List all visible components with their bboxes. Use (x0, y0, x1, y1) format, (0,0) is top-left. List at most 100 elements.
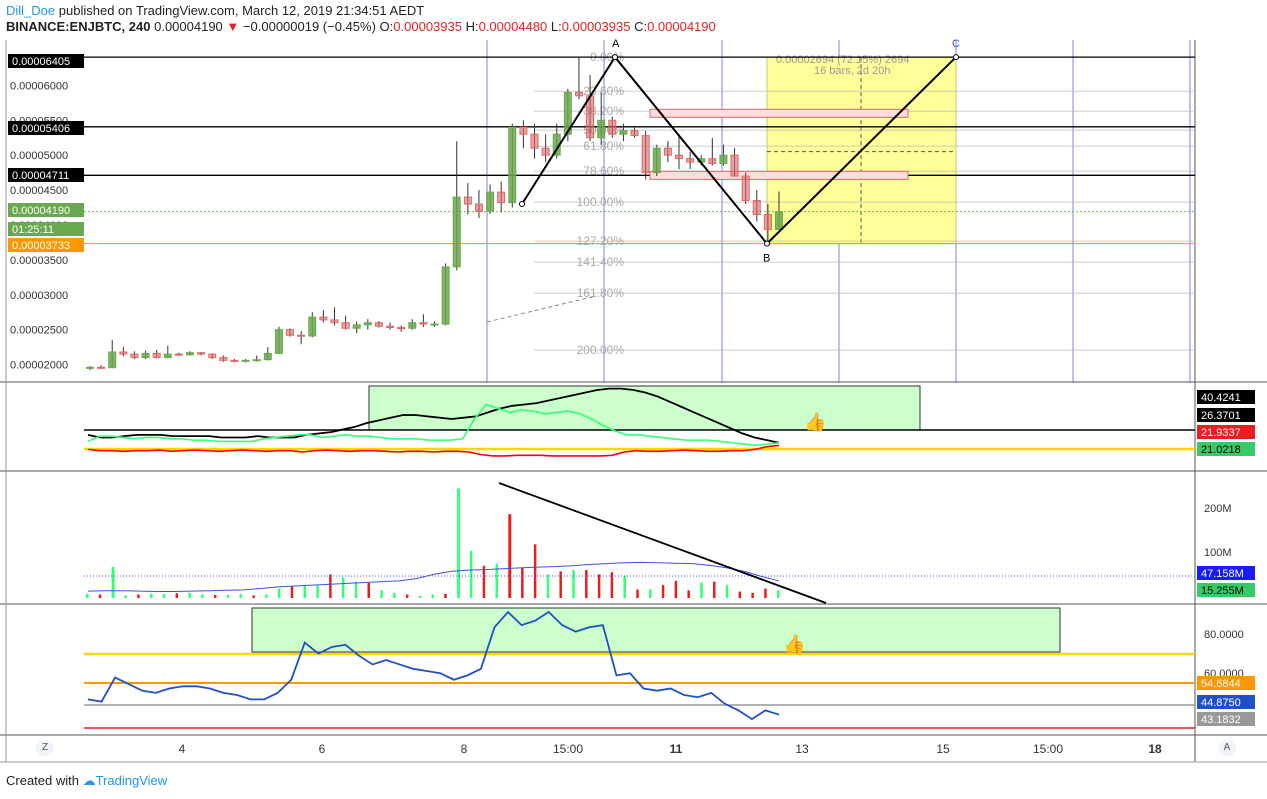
candle-body (97, 366, 106, 369)
candle-body (152, 352, 161, 359)
pattern-label-c: C (952, 38, 960, 50)
candle-body (708, 158, 717, 165)
auto-scale-button[interactable]: A (1218, 740, 1236, 756)
support-zone (649, 170, 909, 180)
price-label: 0.00003733 (12, 240, 70, 252)
time-tick-label: 15:00 (1033, 742, 1063, 756)
volume-bar (393, 592, 396, 598)
price-label-bg (8, 121, 84, 135)
candle-body (597, 119, 606, 139)
candle-body (219, 357, 228, 361)
volume-bar (585, 570, 588, 598)
volume-ma-line (87, 561, 780, 593)
volume-bar (764, 588, 767, 598)
volume-bar (124, 595, 127, 598)
price-label: 0.00004190 (12, 205, 70, 217)
volume-bar (239, 594, 243, 598)
candle-body (641, 135, 650, 174)
volume-bar (597, 574, 601, 598)
candle-body (474, 203, 483, 212)
candle-body (230, 359, 239, 362)
candle-body (674, 154, 683, 160)
volume-bar (111, 567, 115, 598)
resistance-zone (649, 108, 909, 118)
volume-bar (418, 595, 422, 598)
volume-bar (329, 574, 332, 598)
volume-bar (265, 594, 268, 598)
price-tick-label: 0.00004500 (10, 185, 68, 197)
candle-body (430, 323, 439, 326)
high-label: H: (465, 19, 479, 34)
volume-bar (405, 594, 409, 598)
fib-level-label: 61.80% (583, 139, 624, 153)
candle-body (719, 154, 728, 165)
candle-body (163, 353, 172, 359)
volume-bar (687, 590, 690, 598)
candle-body (174, 353, 183, 356)
candle-body (386, 325, 395, 329)
fib-level-label: 100.00% (577, 195, 625, 209)
tradingview-logo-icon: ☁ (82, 773, 96, 788)
volume-bar (546, 574, 550, 598)
candle-body (663, 147, 672, 156)
candle-body (352, 324, 361, 329)
candle-body (752, 200, 761, 215)
volume-bar (649, 589, 652, 598)
price-label: 0.00006405 (12, 56, 70, 68)
time-tick-label: 4 (179, 742, 186, 756)
rsi-value-bg (1197, 695, 1255, 709)
volume-bar (572, 570, 575, 598)
candle-body (397, 327, 406, 330)
chart-canvas[interactable]: 0.00002000 0.00002500 0.00003000 0.00003500… (0, 0, 1267, 770)
volume-value-bg (1197, 566, 1255, 580)
candle-body (763, 213, 772, 230)
price-tick-label: 0.00005000 (10, 150, 68, 162)
volume-bar (533, 544, 537, 598)
indicator-value-bg (1197, 442, 1255, 456)
candle-body (563, 91, 572, 135)
volume-bar (162, 594, 166, 598)
rsi-value: 43.1832 (1201, 714, 1241, 726)
volume-bar (469, 550, 473, 598)
volume-trend-line (498, 482, 827, 604)
measure-bars-text: 16 bars, 2d 20h (814, 65, 890, 77)
fib-level-label: 161.80% (577, 286, 625, 300)
price-change: −0.00000019 (−0.45%) (242, 19, 376, 34)
candle-body (252, 359, 261, 362)
candle-body (630, 130, 639, 137)
candle-body (775, 211, 783, 230)
volume-bar (354, 581, 358, 598)
rsi-value-bg (1197, 676, 1255, 690)
zoom-button[interactable]: Z (36, 740, 54, 756)
fib-level-label: 127.20% (577, 234, 625, 248)
pattern-label-a: A (612, 38, 620, 50)
volume-bar (559, 571, 562, 598)
low-value: 0.00003935 (561, 19, 631, 34)
price-label-bg (8, 238, 84, 252)
last-price: 0.00004190 (154, 19, 223, 34)
candle-body (686, 158, 695, 163)
time-tick-label: 18 (1148, 742, 1162, 756)
candle-body (608, 119, 617, 135)
author-name[interactable]: Dill_Doe (6, 3, 56, 18)
candle-body (508, 126, 517, 204)
volume-bar (738, 591, 742, 598)
trend-projection-line (486, 295, 597, 323)
price-label: 0.00004711 (12, 170, 69, 182)
price-label-bg (8, 54, 84, 68)
volume-bar (303, 585, 307, 598)
volume-bar (175, 593, 179, 598)
tradingview-brand[interactable]: TradingView (95, 773, 168, 788)
volume-bar (201, 594, 204, 598)
rsi-zone (251, 607, 1061, 653)
volume-bar (777, 590, 780, 598)
volume-bar (713, 581, 716, 598)
candle-body (363, 322, 372, 326)
candle-body (452, 196, 461, 268)
candle-body (419, 322, 428, 325)
rsi-value: 44.8750 (1201, 697, 1241, 709)
price-label-bg (8, 203, 84, 217)
candle-body (730, 154, 739, 177)
time-tick-label: 15 (936, 742, 950, 756)
candle-body (86, 366, 94, 369)
